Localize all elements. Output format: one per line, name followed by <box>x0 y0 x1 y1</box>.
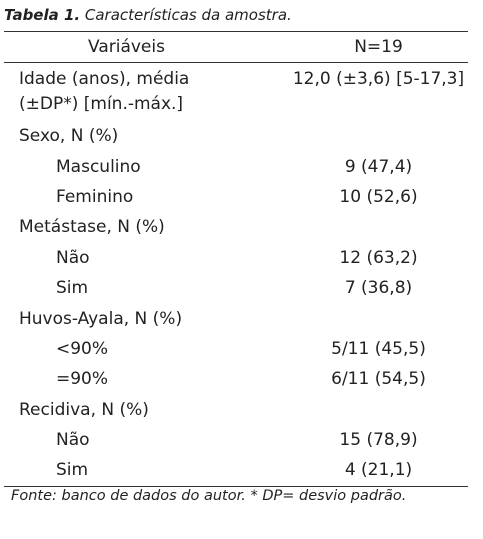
label-cell: Sim <box>4 455 249 487</box>
label-cell: <90% <box>56 338 109 359</box>
value-cell: 12,0 (±3,6) [5-17,3] <box>292 69 465 89</box>
label-cell: Idade (anos), média (±DP*) [mín.-máx.] <box>4 63 249 122</box>
value-cell <box>249 212 468 242</box>
row: Metástase, N (%) <box>4 212 468 242</box>
caption-label: Tabela 1. <box>4 6 81 24</box>
row: Sexo, N (%) <box>4 121 468 151</box>
table: Variáveis N=19 Idade (anos), média (±DP*)… <box>4 31 468 487</box>
value-cell: 6/11 (54,5) <box>331 369 426 390</box>
caption: Tabela 1. Características da amostra. <box>4 6 292 24</box>
value-cell: 5/11 (45,5) <box>331 338 426 359</box>
value-cell <box>249 303 468 333</box>
header-cell: N=19 <box>249 31 468 63</box>
row: =90% 6/11 (54,5) <box>4 364 468 394</box>
label-cell: =90% <box>56 369 109 390</box>
label-line: (±DP*) [mín.-máx.] <box>19 94 184 114</box>
table-body: Idade (anos), média (±DP*) [mín.-máx.] 12,… <box>4 63 468 487</box>
label-cell: Recidiva, N (%) <box>19 399 149 420</box>
footnote: Fonte: banco de dados do autor. * DP= de… <box>11 488 407 504</box>
label-line: Idade (anos), média <box>19 69 190 89</box>
row: Não 12 (63,2) <box>4 243 468 273</box>
value-cell <box>249 395 468 425</box>
row: Sim 7 (36,8) <box>4 273 468 303</box>
label-cell: Feminino <box>56 186 134 207</box>
label-cell: Não <box>56 247 90 268</box>
row: <90% 5/11 (45,5) <box>4 334 468 364</box>
row: Não 15 (78,9) <box>4 425 468 455</box>
row: Idade (anos), média (±DP*) [mín.-máx.] 12,… <box>4 63 468 122</box>
caption-text: Características da amostra. <box>84 6 292 24</box>
row: Feminino 10 (52,6) <box>4 182 468 212</box>
value-cell <box>249 121 468 151</box>
value-cell: 15 (78,9) <box>339 430 418 451</box>
value-cell: 4 (21,1) <box>249 455 468 487</box>
label-cell: Sexo, N (%) <box>19 126 119 147</box>
header-cell: Variáveis <box>4 31 249 63</box>
value-cell: 9 (47,4) <box>344 156 413 177</box>
label-cell: Masculino <box>56 156 141 177</box>
row: Recidiva, N (%) <box>4 395 468 425</box>
row: Sim 4 (21,1) <box>4 455 468 487</box>
value-cell: 12 (63,2) <box>339 247 418 268</box>
label-cell: Metástase, N (%) <box>19 217 165 238</box>
value-cell: 10 (52,6) <box>339 186 418 207</box>
row: Masculino 9 (47,4) <box>4 151 468 181</box>
label-cell: Não <box>56 430 90 451</box>
label-cell: Huvos-Ayala, N (%) <box>19 308 183 329</box>
header-row: Variáveis N=19 <box>4 31 468 63</box>
value-cell: 7 (36,8) <box>344 278 413 299</box>
label-cell: Sim <box>56 278 89 299</box>
row: Huvos-Ayala, N (%) <box>4 303 468 333</box>
